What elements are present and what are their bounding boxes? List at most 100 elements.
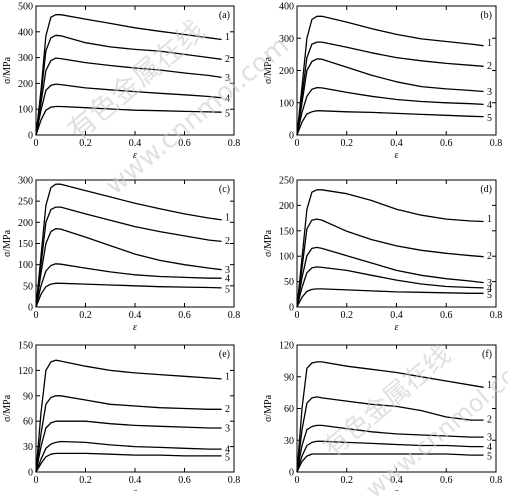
series-line-1 (35, 14, 222, 136)
x-tick-label: 0 (295, 310, 300, 321)
series-line-5 (296, 453, 484, 473)
series-label-4: 4 (487, 283, 492, 294)
series-line-4 (296, 266, 484, 308)
panel-tag: (f) (482, 349, 492, 360)
x-tick-label: 0.2 (79, 138, 92, 149)
x-tick-label: 0.6 (440, 475, 453, 486)
series-line-1 (296, 189, 484, 308)
panel-tag: (d) (480, 184, 492, 195)
y-tick-label: 200 (18, 218, 33, 229)
x-tick-label: 0 (295, 138, 300, 149)
x-tick-label: 0.6 (178, 138, 191, 149)
series-label-3: 3 (225, 423, 230, 434)
x-axis-label: ε (395, 322, 399, 333)
y-tick-label: 30 (23, 442, 33, 453)
x-tick-label: 0.4 (390, 310, 403, 321)
y-tick-label: 400 (279, 2, 294, 13)
x-tick-label: 0.8 (490, 310, 503, 321)
y-tick-label: 100 (18, 105, 33, 116)
series-label-2: 2 (487, 251, 492, 262)
series-label-4: 4 (225, 93, 230, 104)
series-line-3 (35, 228, 222, 308)
chart-panel-4: 0 0.2 0.4 0.6 0.8 0 50 100 150 200 250 ε σ/MPa (d) 1 2 3… (263, 176, 502, 334)
plot-frame (296, 344, 497, 473)
y-tick-label: 50 (23, 281, 33, 292)
chart-panel-3: 0 0.2 0.4 0.6 0.8 0 50 100 150 200 250 300 ε σ/MPa (c)… (2, 176, 240, 334)
y-tick-label: 120 (18, 366, 33, 377)
series-line-3 (35, 420, 222, 473)
y-tick-label: 120 (279, 341, 294, 352)
series-line-5 (35, 452, 222, 473)
series-line-5 (296, 288, 484, 308)
series-label-2: 2 (487, 415, 492, 426)
series-label-4: 4 (225, 274, 230, 285)
series-label-2: 2 (225, 236, 230, 247)
series-line-2 (35, 206, 222, 308)
y-tick-label: 250 (18, 197, 33, 208)
series-label-3: 3 (225, 73, 230, 84)
y-tick-label: 0 (28, 131, 33, 142)
x-tick-label: 0.6 (440, 138, 453, 149)
series-label-5: 5 (487, 113, 492, 124)
series-line-2 (296, 41, 484, 136)
x-tick-label: 0.4 (129, 475, 142, 486)
series-line-2 (296, 396, 484, 473)
x-axis-label: ε (395, 487, 399, 491)
y-axis-label: σ/MPa (2, 56, 13, 84)
series-line-2 (35, 395, 222, 473)
series-line-3 (296, 424, 484, 473)
y-tick-label: 0 (28, 468, 33, 479)
panel-tag: (e) (219, 349, 230, 360)
x-tick-label: 0.2 (79, 475, 92, 486)
series-line-1 (296, 15, 484, 136)
y-tick-label: 200 (279, 201, 294, 212)
y-tick-label: 90 (23, 391, 33, 402)
series-label-1: 1 (225, 371, 230, 382)
y-tick-label: 100 (18, 260, 33, 271)
series-label-3: 3 (487, 278, 492, 289)
series-line-1 (35, 359, 222, 473)
x-tick-label: 0.4 (390, 138, 403, 149)
y-tick-label: 60 (23, 417, 33, 428)
series-label-5: 5 (225, 109, 230, 120)
series-label-5: 5 (487, 290, 492, 301)
series-label-4: 4 (487, 442, 492, 453)
series-label-5: 5 (487, 452, 492, 463)
series-label-2: 2 (225, 404, 230, 415)
series-line-3 (296, 58, 484, 136)
y-tick-label: 0 (289, 131, 294, 142)
y-tick-label: 200 (279, 66, 294, 77)
series-line-2 (296, 218, 484, 308)
x-axis-label: ε (133, 150, 137, 161)
y-tick-label: 0 (28, 303, 33, 314)
x-tick-label: 0 (295, 475, 300, 486)
x-tick-label: 0.2 (79, 310, 92, 321)
panel-tag: (c) (219, 184, 230, 195)
series-line-1 (296, 361, 484, 473)
x-tick-label: 0.2 (341, 475, 354, 486)
series-label-3: 3 (487, 87, 492, 98)
series-label-5: 5 (225, 452, 230, 463)
x-tick-label: 0.2 (341, 310, 354, 321)
plot-frame (35, 5, 235, 136)
x-tick-label: 0.4 (129, 138, 142, 149)
chart-panel-6: 0 0.2 0.4 0.6 0.8 0 30 60 90 120 ε σ/MPa (f) 1 2 345 (263, 341, 502, 492)
y-tick-label: 30 (284, 436, 294, 447)
x-tick-label: 0.2 (341, 138, 354, 149)
x-tick-label: 0 (34, 475, 39, 486)
x-tick-label: 0.4 (129, 310, 142, 321)
y-tick-label: 250 (279, 176, 294, 187)
y-axis-label: σ/MPa (263, 56, 274, 84)
series-line-1 (35, 183, 222, 308)
x-tick-label: 0.8 (228, 138, 241, 149)
series-line-3 (296, 246, 484, 308)
series-line-5 (35, 282, 222, 308)
series-label-5: 5 (225, 284, 230, 295)
x-tick-label: 0.8 (228, 475, 241, 486)
chart-panel-2: 0 0.2 0.4 0.6 0.8 0 100 200 300 400 ε σ/MPa (b) 1 2 3 4 5 (263, 2, 502, 162)
series-line-4 (296, 86, 484, 136)
y-tick-label: 100 (279, 98, 294, 109)
y-tick-label: 300 (18, 176, 33, 187)
series-label-1: 1 (225, 32, 230, 43)
chart-panel-5: 0 0.2 0.4 0.6 0.8 0 30 60 90 120 150 ε σ/MPa (e) 1 2 3 45 (2, 341, 240, 492)
